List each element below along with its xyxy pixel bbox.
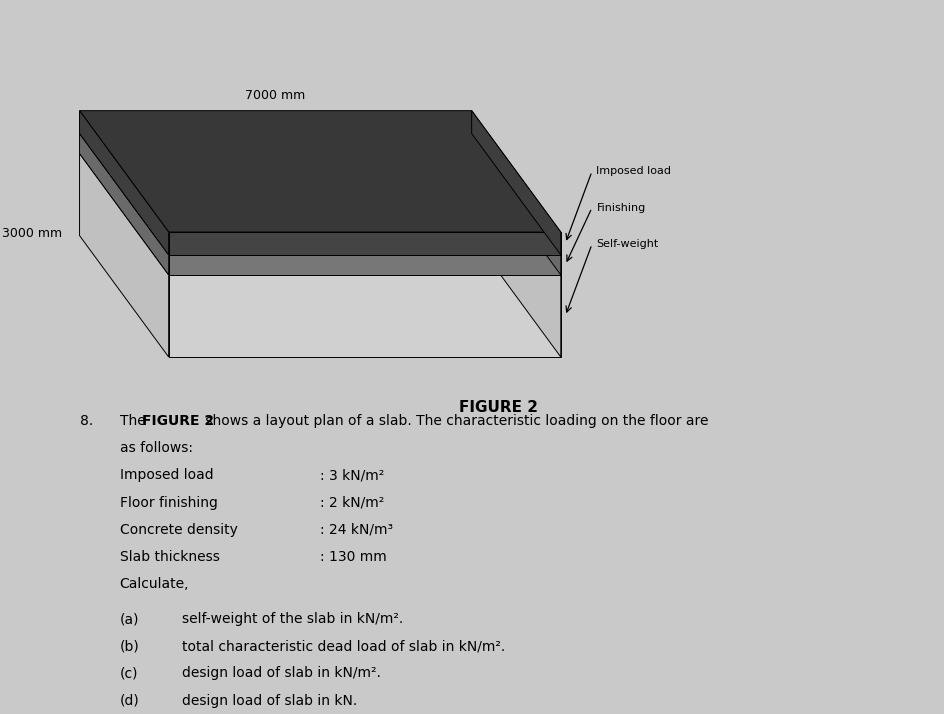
- Text: (b): (b): [120, 639, 140, 653]
- Polygon shape: [472, 134, 561, 275]
- Text: (c): (c): [120, 666, 138, 680]
- Polygon shape: [79, 134, 561, 255]
- Polygon shape: [169, 275, 561, 357]
- Text: : 24 kN/m³: : 24 kN/m³: [320, 523, 394, 537]
- Polygon shape: [472, 154, 561, 357]
- Text: shows a layout plan of a slab. The characteristic loading on the floor are: shows a layout plan of a slab. The chara…: [201, 414, 708, 428]
- Text: Concrete density: Concrete density: [120, 523, 238, 537]
- Polygon shape: [79, 134, 169, 275]
- Text: Finishing: Finishing: [597, 203, 646, 213]
- Text: as follows:: as follows:: [120, 441, 193, 456]
- Text: Calculate,: Calculate,: [120, 577, 189, 591]
- Text: (d): (d): [120, 693, 140, 708]
- Text: (a): (a): [120, 612, 139, 626]
- Text: Floor finishing: Floor finishing: [120, 496, 217, 510]
- Text: Imposed load: Imposed load: [597, 166, 671, 176]
- Polygon shape: [169, 255, 561, 275]
- Text: Slab thickness: Slab thickness: [120, 550, 220, 564]
- Polygon shape: [79, 111, 169, 255]
- Text: self-weight of the slab in kN/m².: self-weight of the slab in kN/m².: [182, 612, 403, 626]
- Polygon shape: [79, 154, 561, 275]
- Text: design load of slab in kN.: design load of slab in kN.: [182, 693, 357, 708]
- Text: design load of slab in kN/m².: design load of slab in kN/m².: [182, 666, 381, 680]
- Text: 3000 mm: 3000 mm: [2, 227, 61, 241]
- Polygon shape: [79, 154, 169, 357]
- Text: : 3 kN/m²: : 3 kN/m²: [320, 468, 384, 483]
- Text: The: The: [120, 414, 150, 428]
- Polygon shape: [79, 111, 561, 232]
- Text: : 2 kN/m²: : 2 kN/m²: [320, 496, 384, 510]
- Text: Self-weight: Self-weight: [597, 239, 659, 249]
- Text: 8.: 8.: [79, 414, 93, 428]
- Text: total characteristic dead load of slab in kN/m².: total characteristic dead load of slab i…: [182, 639, 505, 653]
- Polygon shape: [169, 232, 561, 255]
- Text: FIGURE 2: FIGURE 2: [142, 414, 214, 428]
- Polygon shape: [472, 111, 561, 255]
- Text: Imposed load: Imposed load: [120, 468, 213, 483]
- Text: : 130 mm: : 130 mm: [320, 550, 387, 564]
- Text: FIGURE 2: FIGURE 2: [459, 400, 538, 415]
- Text: 7000 mm: 7000 mm: [245, 89, 306, 102]
